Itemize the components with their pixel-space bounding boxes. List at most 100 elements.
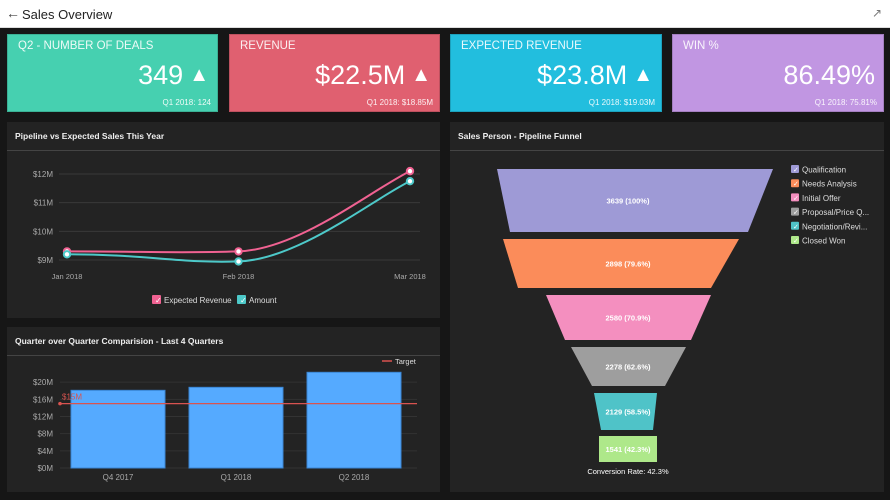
check-icon: ✓ xyxy=(155,296,162,305)
y-tick-label: $9M xyxy=(37,256,53,265)
data-point xyxy=(62,250,72,259)
legend-label: Target xyxy=(395,357,417,366)
arrow-left-icon[interactable]: ← xyxy=(6,5,20,21)
y-tick-label: $8M xyxy=(37,430,53,439)
panel-title: Pipeline vs Expected Sales This Year xyxy=(15,131,165,141)
kpi-card[interactable]: WIN % 86.49% Q1 2018: 75.81% xyxy=(672,34,884,112)
y-tick-label: $12M xyxy=(33,170,53,179)
legend-label: Qualification xyxy=(802,166,846,175)
x-tick-label: Feb 2018 xyxy=(223,272,255,281)
conversion-rate: Conversion Rate: 42.3% xyxy=(587,467,669,476)
y-tick-label: $10M xyxy=(33,227,53,236)
funnel-stage-label: 2278 (62.6%) xyxy=(605,363,651,372)
check-icon: ✓ xyxy=(793,167,799,174)
funnel-stage xyxy=(594,393,657,430)
kpi-number: 349 xyxy=(138,60,184,90)
check-icon: ✓ xyxy=(793,181,799,188)
kpi-value: 86.49% xyxy=(783,60,875,91)
legend-label: Amount xyxy=(249,296,277,305)
kpi-card[interactable]: EXPECTED REVENUE $23.8M ▲ Q1 2018: $19.03… xyxy=(450,34,662,112)
data-point xyxy=(405,166,415,176)
kpi-card[interactable]: REVENUE $22.5M ▲ Q1 2018: $18.85M xyxy=(229,34,440,112)
legend-checkbox-icon[interactable] xyxy=(791,193,799,202)
funnel-stage xyxy=(599,436,657,462)
app-header: ← Sales Overview ↗ xyxy=(0,0,890,28)
funnel-stage xyxy=(571,347,686,386)
legend-label: Proposal/Price Q... xyxy=(802,208,869,217)
funnel-stage xyxy=(546,295,711,340)
x-tick-label: Mar 2018 xyxy=(394,272,426,281)
x-tick-label: Q2 2018 xyxy=(339,473,370,482)
check-icon: ✓ xyxy=(793,210,799,217)
kpi-compare: Q1 2018: $18.85M xyxy=(366,98,433,107)
data-point xyxy=(234,247,243,256)
check-icon: ✓ xyxy=(793,195,799,202)
check-icon: ✓ xyxy=(793,238,799,245)
line-chart-panel: Pipeline vs Expected Sales This Year $9M… xyxy=(7,122,440,318)
external-link-icon[interactable]: ↗ xyxy=(871,6,882,20)
kpi-label: Q2 - NUMBER OF DEALS xyxy=(18,40,154,52)
bar xyxy=(70,389,166,469)
kpi-label: EXPECTED REVENUE xyxy=(461,40,582,52)
y-tick-label: $4M xyxy=(37,447,53,456)
kpi-number: $23.8M xyxy=(537,60,628,90)
legend-label: Initial Offer xyxy=(802,194,841,203)
bar-chart-panel: Quarter over Quarter Comparision - Last … xyxy=(7,327,440,492)
kpi-compare: Q1 2018: 75.81% xyxy=(814,98,877,107)
funnel-stage-label: 2898 (79.6%) xyxy=(605,260,651,269)
kpi-value: $23.8M ▲ xyxy=(537,60,653,91)
funnel-stage-label: 1541 (42.3%) xyxy=(605,445,651,454)
funnel-stage xyxy=(503,239,739,288)
legend-checkbox-icon[interactable] xyxy=(237,295,246,304)
trend-up-icon: ▲ xyxy=(189,64,209,86)
kpi-compare: Q1 2018: $19.03M xyxy=(588,98,655,107)
legend-label: Needs Analysis xyxy=(802,180,857,189)
y-tick-label: $20M xyxy=(33,378,53,387)
y-tick-label: $0M xyxy=(37,464,53,473)
funnel-stage-label: 2129 (58.5%) xyxy=(605,408,651,417)
funnel-stage-label: 3639 (100%) xyxy=(607,197,650,206)
kpi-compare: Q1 2018: 124 xyxy=(162,98,211,107)
funnel-stage xyxy=(497,169,773,232)
check-icon: ✓ xyxy=(240,296,247,305)
y-tick-label: $16M xyxy=(33,395,53,404)
legend-checkbox-icon[interactable] xyxy=(791,221,799,230)
bar-chart: $0M $4M $8M $12M $16M $20M Q4 2017 Q1 2018 Q2 20… xyxy=(33,357,417,482)
funnel-panel: Sales Person - Pipeline Funnel 3639 (100… xyxy=(450,122,884,492)
bar xyxy=(188,386,284,469)
kpi-card[interactable]: Q2 - NUMBER OF DEALS 349 ▲ Q1 2018: 124 xyxy=(7,34,218,112)
check-icon: ✓ xyxy=(793,224,799,231)
y-tick-label: $12M xyxy=(33,413,53,422)
line-chart: $9M $10M $11M $12M Jan 2018 Feb 2018 Mar 2018 ✓… xyxy=(33,166,426,305)
x-tick-label: Q1 2018 xyxy=(221,473,252,482)
bar xyxy=(306,371,402,469)
data-point xyxy=(234,257,243,266)
kpi-label: REVENUE xyxy=(240,40,296,52)
x-tick-label: Q4 2017 xyxy=(103,473,134,482)
legend-checkbox-icon[interactable] xyxy=(791,236,799,244)
y-tick-label: $11M xyxy=(34,199,54,208)
panel-title: Sales Person - Pipeline Funnel xyxy=(458,131,582,141)
legend-checkbox-icon[interactable] xyxy=(791,207,799,216)
trend-up-icon: ▲ xyxy=(633,64,653,86)
funnel-stage-label: 2580 (70.9%) xyxy=(605,314,651,323)
legend-checkbox-icon[interactable] xyxy=(152,295,161,304)
panel-title: Quarter over Quarter Comparision - Last … xyxy=(15,336,224,346)
x-tick-label: Jan 2018 xyxy=(52,272,83,281)
kpi-number: 86.49% xyxy=(783,60,875,90)
legend-label: Expected Revenue xyxy=(164,296,232,305)
kpi-label: WIN % xyxy=(683,40,719,52)
legend-label: Negotiation/Revi... xyxy=(802,222,867,231)
kpi-number: $22.5M xyxy=(315,60,406,90)
legend-label: Closed Won xyxy=(802,237,845,246)
kpi-value: $22.5M ▲ xyxy=(315,60,431,91)
target-marker xyxy=(58,401,62,406)
data-point xyxy=(405,176,415,186)
trend-up-icon: ▲ xyxy=(411,64,431,86)
target-value-label: $15M xyxy=(62,393,82,402)
legend-checkbox-icon[interactable] xyxy=(791,165,799,173)
page-title: Sales Overview xyxy=(22,7,113,22)
kpi-value: 349 ▲ xyxy=(138,60,209,91)
legend-checkbox-icon[interactable] xyxy=(791,179,799,188)
